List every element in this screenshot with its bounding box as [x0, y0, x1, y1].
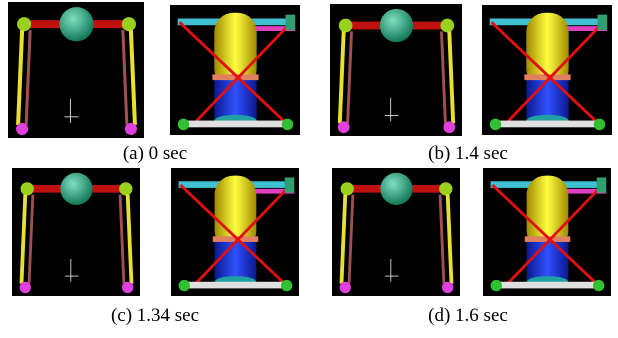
caption: (b) 1.4 sec [318, 143, 618, 165]
front-view [330, 2, 462, 138]
front-view [8, 168, 144, 296]
front-view [330, 168, 462, 296]
side-view [482, 2, 612, 138]
side-view [482, 168, 612, 296]
side-view [170, 2, 300, 138]
figure: (a) 0 sec (b) 1.4 sec (c) 1.34 sec (d) 1… [0, 0, 618, 338]
caption: (a) 0 sec [5, 143, 305, 165]
front-view [8, 2, 144, 138]
side-view [170, 168, 300, 296]
caption: (d) 1.6 sec [318, 305, 618, 327]
caption: (c) 1.34 sec [5, 305, 305, 327]
